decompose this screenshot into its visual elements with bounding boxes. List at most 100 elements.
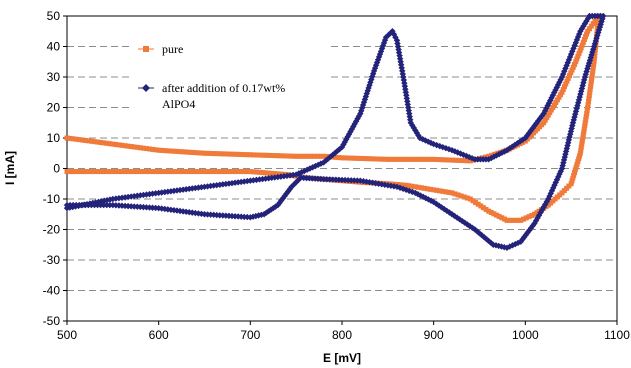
data-point: [449, 190, 455, 196]
data-point: [467, 196, 473, 202]
data-point: [575, 159, 581, 165]
y-tick-label: -50: [43, 314, 61, 328]
data-point: [563, 81, 569, 87]
data-point: [453, 214, 461, 221]
data-point: [464, 195, 470, 201]
x-axis-title: E [mV]: [323, 351, 361, 365]
data-point: [216, 181, 223, 188]
data-point: [82, 137, 88, 143]
data-point: [223, 169, 229, 175]
data-point: [577, 90, 584, 98]
data-point: [474, 228, 481, 235]
data-point: [177, 149, 183, 155]
data-point: [586, 95, 592, 101]
data-point: [109, 195, 117, 203]
data-point: [275, 153, 281, 159]
data-point: [118, 194, 126, 201]
data-point: [171, 169, 177, 175]
data-point: [583, 114, 589, 120]
data-point: [440, 157, 446, 163]
data-point: [422, 156, 427, 162]
data-point: [572, 167, 578, 173]
data-point: [373, 156, 379, 162]
y-tick-label: -30: [43, 253, 61, 267]
data-point: [584, 31, 590, 37]
data-point: [554, 97, 560, 103]
data-point: [165, 169, 171, 175]
data-point: [234, 213, 242, 220]
data-point: [205, 150, 211, 156]
data-point: [431, 156, 437, 162]
data-point: [553, 84, 560, 91]
data-point: [180, 169, 186, 175]
data-point: [260, 152, 266, 158]
data-point: [595, 19, 601, 25]
data-point: [590, 21, 596, 27]
data-point: [599, 15, 606, 22]
data-point: [235, 169, 241, 175]
data-point: [418, 156, 424, 162]
data-point: [358, 104, 366, 112]
data-point: [512, 217, 518, 223]
data-point: [147, 146, 152, 152]
data-point: [76, 169, 82, 175]
data-point: [351, 155, 357, 161]
data-point: [186, 169, 192, 175]
data-point: [491, 211, 497, 217]
data-point: [391, 156, 397, 162]
data-point: [397, 156, 403, 162]
data-point: [523, 132, 531, 139]
data-point: [504, 217, 510, 223]
legend-label-pure: pure: [162, 42, 183, 56]
data-point: [425, 186, 431, 192]
data-point: [260, 211, 268, 218]
data-point: [568, 70, 574, 76]
data-point: [156, 169, 162, 175]
data-point: [577, 48, 583, 54]
data-point: [494, 212, 500, 218]
data-point: [189, 169, 195, 175]
series-alpo4: [63, 12, 607, 251]
data-point: [404, 101, 411, 108]
data-point: [585, 105, 591, 110]
data-point: [92, 139, 97, 145]
data-point: [278, 153, 284, 159]
data-point: [557, 76, 564, 83]
data-point: [189, 149, 195, 155]
data-point: [582, 120, 588, 126]
data-point: [192, 169, 198, 175]
data-point: [168, 169, 174, 175]
data-point: [272, 171, 278, 177]
data-point: [511, 141, 519, 149]
x-tick-label: 800: [332, 328, 352, 342]
x-tick-label: 600: [149, 328, 169, 342]
data-point: [333, 154, 339, 160]
data-point: [560, 86, 566, 92]
data-point: [569, 178, 575, 184]
data-point: [321, 153, 327, 159]
data-point: [315, 153, 321, 159]
data-point: [113, 169, 119, 175]
data-point: [276, 199, 283, 207]
data-point: [577, 28, 584, 35]
data-point: [406, 187, 413, 195]
data-point: [269, 152, 275, 158]
data-point: [372, 180, 379, 187]
data-point: [281, 153, 287, 159]
y-axis-title: I [mA]: [3, 151, 17, 185]
data-point: [521, 216, 526, 222]
data-point: [544, 115, 550, 121]
data-point: [284, 188, 292, 195]
data-point: [173, 187, 181, 194]
data-point: [183, 169, 189, 175]
data-point: [412, 156, 418, 162]
data-point: [76, 137, 82, 143]
data-point: [572, 108, 580, 115]
data-point: [490, 241, 497, 248]
data-point: [436, 142, 443, 150]
data-point: [545, 99, 553, 107]
data-point: [232, 169, 238, 175]
data-point: [104, 140, 110, 146]
data-point: [202, 169, 207, 175]
